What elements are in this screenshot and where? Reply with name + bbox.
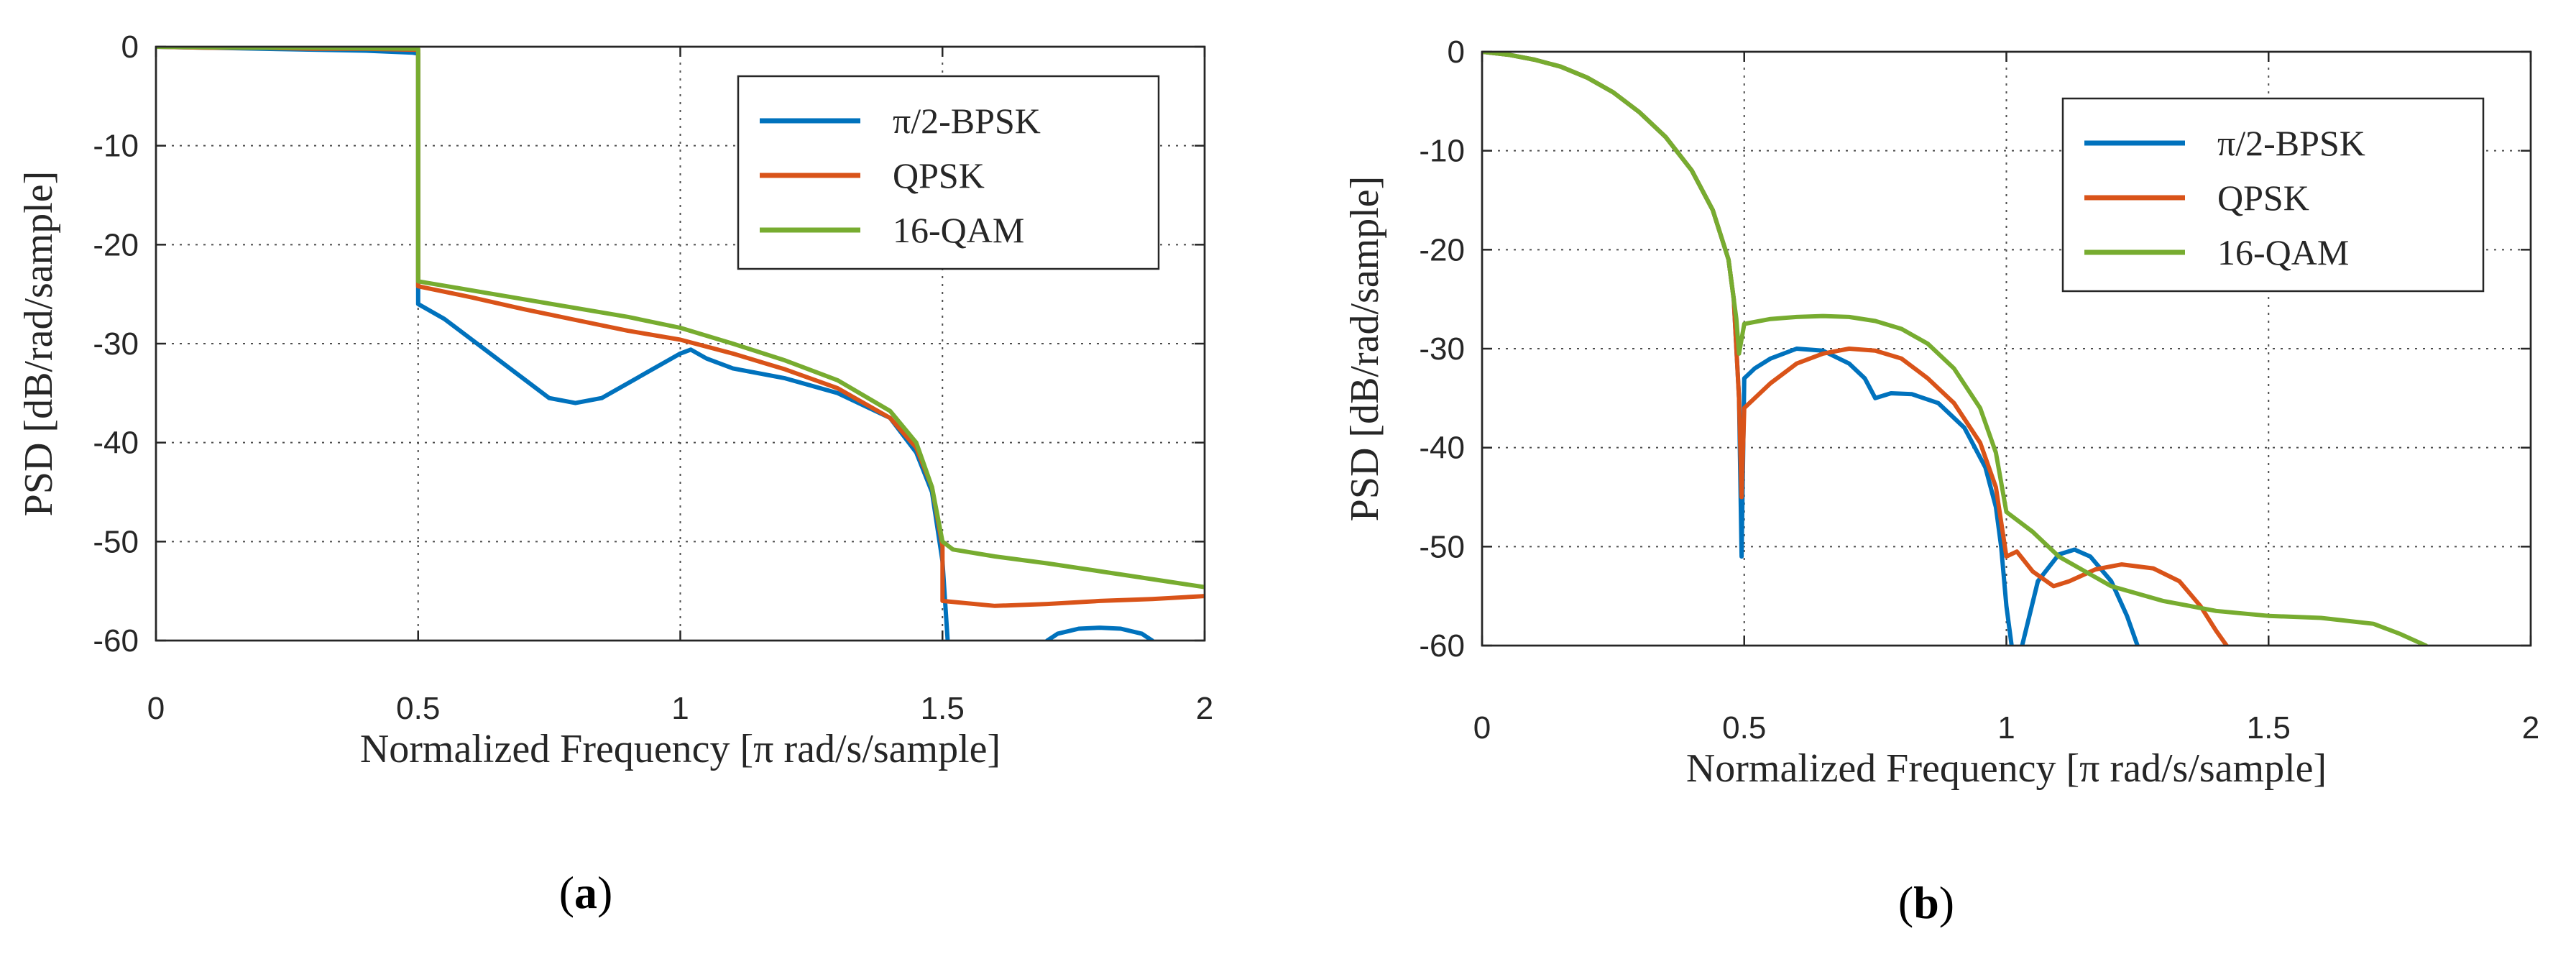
legend-label: QPSK bbox=[2217, 178, 2309, 218]
legend-label: π/2-BPSK bbox=[893, 101, 1041, 141]
panel-label: (a) bbox=[559, 867, 613, 918]
y-axis-title: PSD [dB/rad/sample] bbox=[1343, 176, 1387, 522]
y-tick-label: -50 bbox=[93, 524, 139, 559]
legend-label: π/2-BPSK bbox=[2217, 123, 2365, 163]
y-tick-label: -20 bbox=[93, 227, 139, 262]
x-axis-title: Normalized Frequency [π rad/s/sample] bbox=[1686, 746, 2327, 791]
legend-box bbox=[2061, 97, 2485, 293]
axes-frame bbox=[1481, 50, 2532, 647]
panel-a: 0 0.5 1 1.5 2 0 -10 -20 -30 -40 -50 -60 Normalized F… bbox=[17, 29, 1213, 918]
x-tick-label: 1.5 bbox=[2247, 710, 2291, 746]
panel-b: 0 0.5 1 1.5 2 0 -10 -20 -30 -40 -50 -60 Normalized F… bbox=[1343, 35, 2539, 928]
y-tick-label: -60 bbox=[93, 623, 139, 659]
series-line-green bbox=[1482, 52, 2429, 646]
y-tick-label: -10 bbox=[1419, 134, 1465, 169]
x-tick-label: 0 bbox=[147, 691, 165, 726]
panel-label: (b) bbox=[1898, 877, 1954, 928]
x-axis-title: Normalized Frequency [π rad/s/sample] bbox=[360, 727, 1000, 771]
panel-label-close-paren: ) bbox=[1939, 877, 1954, 928]
x-tick-label: 1 bbox=[1997, 710, 2015, 746]
series-group bbox=[156, 47, 1205, 641]
legend-label: 16-QAM bbox=[893, 210, 1024, 250]
axes-frame bbox=[155, 45, 1206, 642]
x-tick-label: 1.5 bbox=[921, 691, 965, 726]
panel-label-letter: a bbox=[574, 867, 597, 918]
x-tick-label: 2 bbox=[2522, 710, 2539, 746]
x-tick-label: 2 bbox=[1196, 691, 1213, 726]
legend: π/2-BPSK QPSK 16-QAM bbox=[2061, 97, 2485, 293]
panel-label-letter: b bbox=[1913, 877, 1939, 928]
x-tick-label: 0 bbox=[1473, 710, 1491, 746]
y-tick-label: 0 bbox=[121, 29, 139, 65]
x-tick-label: 1 bbox=[671, 691, 689, 726]
panel-label-close-paren: ) bbox=[597, 867, 612, 918]
y-tick-label: -30 bbox=[1419, 331, 1465, 367]
y-tick-label: 0 bbox=[1448, 35, 1465, 70]
y-tick-label: -30 bbox=[93, 326, 139, 362]
legend-box bbox=[737, 75, 1160, 270]
x-tick-label: 0.5 bbox=[396, 691, 440, 726]
series-line-green bbox=[156, 47, 1205, 590]
x-tick-label: 0.5 bbox=[1722, 710, 1766, 746]
y-tick-label: -60 bbox=[1419, 628, 1465, 664]
panel-label-open-paren: ( bbox=[1898, 877, 1913, 928]
legend-label: QPSK bbox=[893, 155, 985, 196]
y-tick-label: -20 bbox=[1419, 232, 1465, 267]
legend-label: 16-QAM bbox=[2217, 232, 2349, 272]
series-line-blue bbox=[1045, 625, 1154, 641]
y-tick-label: -10 bbox=[93, 129, 139, 164]
y-tick-label: -40 bbox=[1419, 431, 1465, 466]
panel-label-open-paren: ( bbox=[559, 867, 574, 918]
y-tick-label: -50 bbox=[1419, 529, 1465, 564]
y-axis-title: PSD [dB/rad/sample] bbox=[17, 171, 61, 517]
y-tick-label: -40 bbox=[93, 426, 139, 461]
legend: π/2-BPSK QPSK 16-QAM bbox=[737, 75, 1160, 270]
series-group bbox=[1482, 52, 2429, 646]
